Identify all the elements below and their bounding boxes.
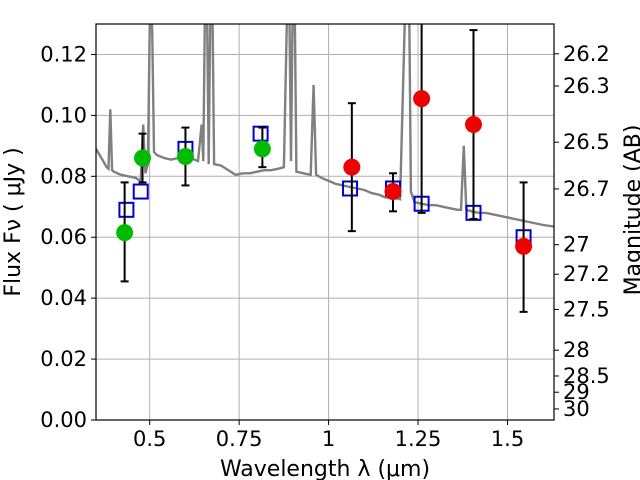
data-markers bbox=[118, 125, 532, 246]
right-tick-label: 26.3 bbox=[563, 74, 610, 98]
y-tick-label: 0.08 bbox=[40, 164, 87, 188]
detection-point bbox=[343, 158, 361, 176]
model-square-marker bbox=[252, 125, 269, 142]
y-tick-label: 0.02 bbox=[40, 347, 87, 371]
right-tick-label: 30 bbox=[563, 397, 590, 421]
grid bbox=[96, 24, 554, 421]
detection-point bbox=[134, 149, 152, 167]
right-tick-label: 27.5 bbox=[563, 297, 610, 321]
detection-point bbox=[464, 116, 482, 134]
x-tick-label: 0.75 bbox=[216, 427, 263, 451]
error-bars bbox=[120, 24, 528, 313]
detection-point bbox=[253, 140, 271, 158]
detection-point bbox=[384, 183, 402, 201]
right-tick-label: 27 bbox=[563, 233, 590, 257]
right-tick-label: 26.5 bbox=[563, 130, 610, 154]
model-spectrum-line bbox=[96, 24, 554, 228]
detection-point bbox=[176, 148, 194, 166]
right-tick-label: 28 bbox=[563, 338, 590, 362]
right-tick-label: 29 bbox=[563, 380, 590, 404]
y-tick-label: 0.12 bbox=[40, 42, 87, 66]
x-tick-label: 1.5 bbox=[491, 427, 524, 451]
right-tick-label: 27.2 bbox=[563, 262, 610, 286]
detection-point bbox=[413, 90, 431, 108]
right-tick-label: 28.5 bbox=[563, 364, 610, 388]
x-tick-label: 1 bbox=[322, 427, 335, 451]
plot-frame bbox=[95, 23, 555, 421]
x-axis-ticks: 0.5 0.75 1 1.25 1.5 bbox=[133, 420, 524, 451]
model-square-marker bbox=[118, 201, 135, 218]
y-tick-label: 0.10 bbox=[40, 103, 87, 127]
y-axis-label: Flux Fν ( μJy ) bbox=[1, 147, 26, 296]
x-tick-label: 0.5 bbox=[133, 427, 166, 451]
model-square-marker bbox=[342, 180, 359, 197]
x-axis-label: Wavelength λ (μm) bbox=[220, 457, 430, 480]
right-tick-label: 26.2 bbox=[563, 42, 610, 66]
detection-point bbox=[116, 224, 134, 242]
y-axis-ticks: 0.00 0.02 0.04 0.06 0.08 0.10 0.12 bbox=[40, 42, 96, 432]
y-tick-label: 0.04 bbox=[40, 286, 87, 310]
y-tick-label: 0.00 bbox=[40, 408, 87, 432]
x-tick-label: 1.25 bbox=[395, 427, 442, 451]
y-tick-label: 0.06 bbox=[40, 225, 87, 249]
right-tick-label: 26.7 bbox=[563, 177, 610, 201]
detection-points bbox=[116, 90, 533, 255]
model-square-marker bbox=[132, 183, 149, 200]
detection-point bbox=[515, 237, 533, 255]
right-axis-label: Magnitude (AB) bbox=[621, 125, 640, 296]
